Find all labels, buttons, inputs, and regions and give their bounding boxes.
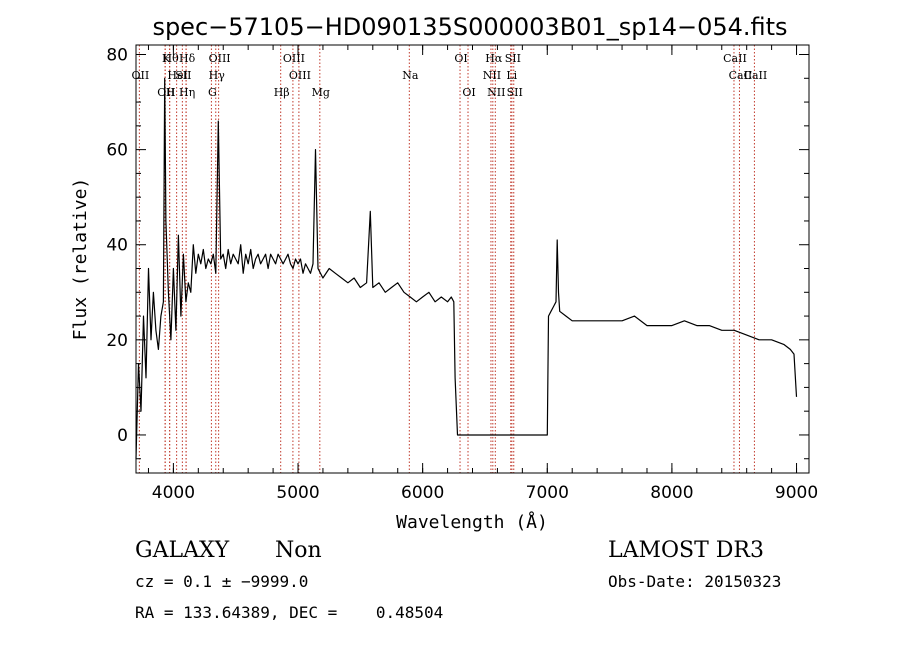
- line-label: OI: [462, 86, 475, 99]
- line-label: SII: [507, 86, 523, 99]
- axis-ticks: 4000 5000 6000 7000 8000 9000 0 20 40 60 80: [106, 45, 818, 503]
- x-tick-label: 9000: [775, 483, 818, 503]
- y-axis-label: Flux (relative): [70, 178, 91, 341]
- x-axis-label: Wavelength (Å): [396, 511, 548, 533]
- survey-name: LAMOST DR3: [608, 538, 764, 563]
- y-tick-label: 0: [117, 426, 128, 446]
- spectrum-series: [135, 77, 798, 459]
- line-label: OIII: [209, 52, 231, 65]
- x-tick-label: 4000: [152, 483, 195, 503]
- redshift-value: cz = 0.1 ± −9999.0: [135, 572, 309, 591]
- spectrum-line: [135, 77, 798, 459]
- line-label: G: [208, 86, 217, 99]
- line-label: H: [166, 86, 176, 99]
- line-label: NII: [487, 86, 505, 99]
- y-tick-label: 60: [106, 141, 128, 161]
- object-subclass: Non: [275, 538, 322, 563]
- line-label: Hγ: [209, 69, 226, 82]
- plot-frame: [135, 44, 810, 474]
- line-label: Hη: [179, 86, 195, 99]
- line-label: NII: [483, 69, 501, 82]
- y-tick-label: 20: [106, 331, 128, 351]
- line-label: Na: [402, 69, 419, 82]
- line-label: Hβ: [274, 86, 290, 99]
- line-label: OII: [132, 69, 150, 82]
- ra-dec-coordinates: RA = 133.64389, DEC = 0.48504: [135, 603, 444, 622]
- line-label: HeI: [167, 69, 187, 82]
- x-tick-label: 8000: [650, 483, 693, 503]
- emission-line-labels: OIIKOIIHθHHeISIIHηHδGHγOIIIHβOIIIOIIIMgN…: [132, 52, 768, 99]
- line-label: CaII: [729, 69, 753, 82]
- line-label: Mg: [312, 86, 330, 99]
- x-tick-label: 7000: [526, 483, 569, 503]
- line-label: CaII: [723, 52, 747, 65]
- line-label: Hδ: [179, 52, 196, 65]
- line-label: K: [162, 52, 171, 65]
- observation-date: Obs-Date: 20150323: [608, 572, 782, 591]
- chart-title: spec−57105−HD090135S000003B01_sp14−054.f…: [152, 13, 787, 41]
- x-tick-label: 6000: [401, 483, 444, 503]
- line-label: SII: [175, 69, 191, 82]
- line-label: OII: [157, 86, 175, 99]
- line-label: OIII: [283, 52, 305, 65]
- line-label: OI: [454, 52, 467, 65]
- object-class: GALAXY: [135, 538, 230, 563]
- line-label: Li: [506, 69, 517, 82]
- line-label: CaII: [744, 69, 768, 82]
- line-label: Hθ: [163, 52, 180, 65]
- x-tick-label: 5000: [276, 483, 319, 503]
- line-label: OIII: [289, 69, 311, 82]
- line-label: SII: [505, 52, 521, 65]
- line-label: Hα: [485, 52, 503, 65]
- y-tick-label: 40: [106, 236, 128, 256]
- y-tick-label: 80: [106, 46, 128, 66]
